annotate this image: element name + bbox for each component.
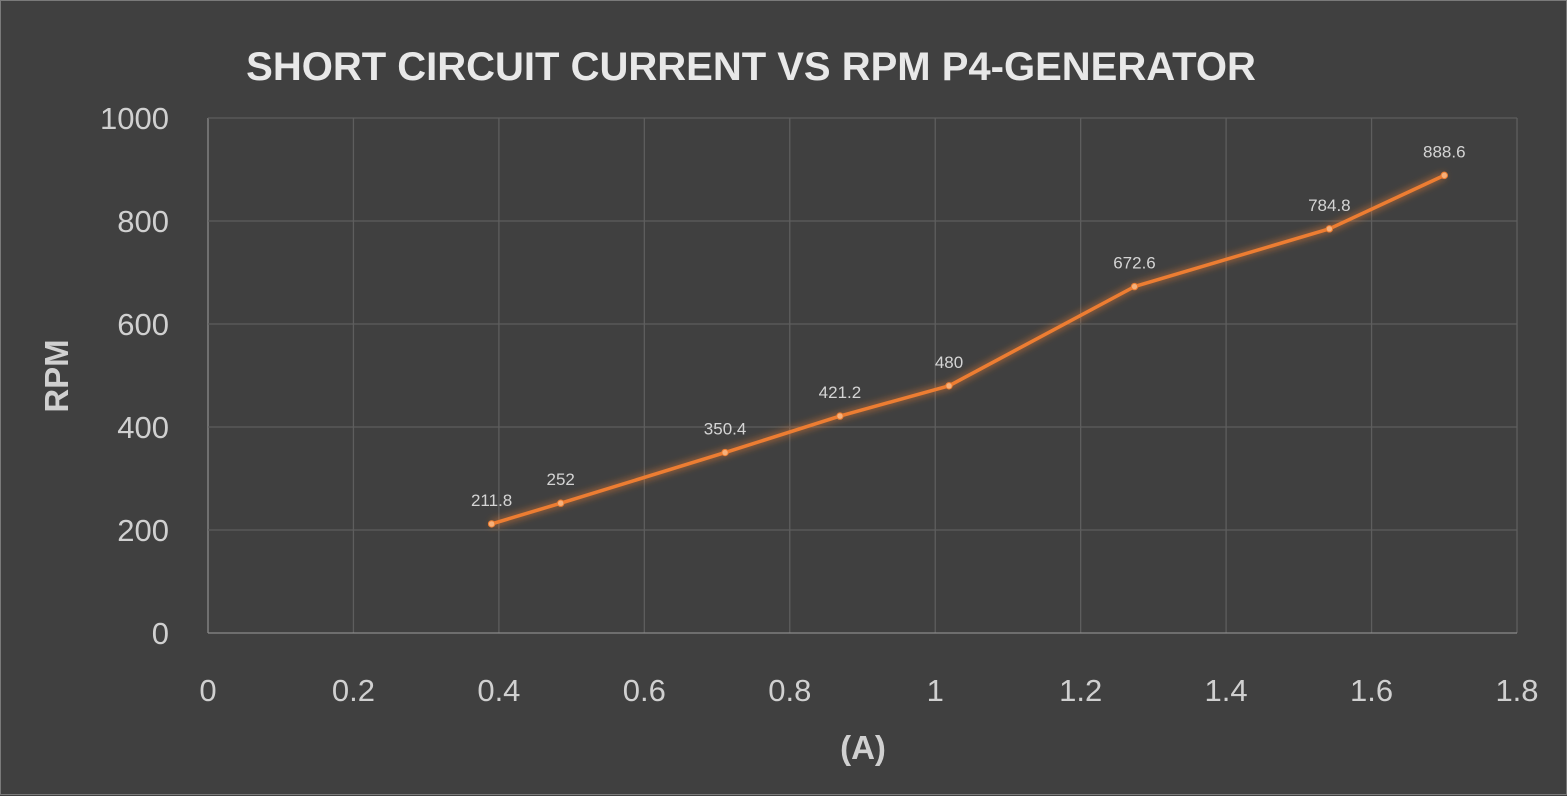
x-tick-label: 0.6 — [623, 673, 666, 708]
data-point — [836, 412, 844, 420]
data-point — [557, 499, 565, 507]
x-tick-label: 1.4 — [1205, 673, 1248, 708]
chart-title: SHORT CIRCUIT CURRENT VS RPM P4-GENERATO… — [246, 45, 1256, 89]
data-label: 350.4 — [704, 420, 747, 439]
data-label: 480 — [935, 353, 963, 372]
x-tick-label: 0 — [199, 673, 216, 708]
y-tick-label: 200 — [117, 513, 169, 548]
y-tick-label: 1000 — [100, 101, 169, 136]
x-tick-label: 0.4 — [477, 673, 520, 708]
x-tick-label: 0.2 — [332, 673, 375, 708]
y-axis-label: RPM — [38, 339, 75, 412]
x-tick-label: 0.8 — [768, 673, 811, 708]
x-tick-label: 1.2 — [1059, 673, 1102, 708]
data-label: 888.6 — [1423, 142, 1466, 161]
y-tick-label: 0 — [152, 616, 169, 651]
data-point — [1130, 282, 1139, 291]
x-tick-label: 1.8 — [1495, 673, 1538, 708]
data-label: 421.2 — [819, 383, 862, 402]
data-point — [487, 520, 496, 528]
data-point — [945, 382, 953, 390]
x-axis-label: (A) — [840, 729, 886, 766]
data-label: 211.8 — [471, 491, 512, 510]
y-tick-label: 800 — [117, 204, 169, 239]
x-tick-label: 1.6 — [1350, 673, 1393, 708]
x-tick-label: 1 — [927, 673, 944, 708]
data-point — [721, 448, 729, 457]
data-label: 252 — [547, 470, 575, 489]
data-label: 784.8 — [1308, 196, 1351, 215]
series-line — [491, 173, 1446, 526]
data-point — [1440, 171, 1448, 180]
y-tick-label: 600 — [117, 307, 169, 342]
data-label: 672.6 — [1113, 254, 1156, 273]
y-tick-label: 400 — [117, 410, 169, 445]
data-point — [1325, 225, 1334, 233]
